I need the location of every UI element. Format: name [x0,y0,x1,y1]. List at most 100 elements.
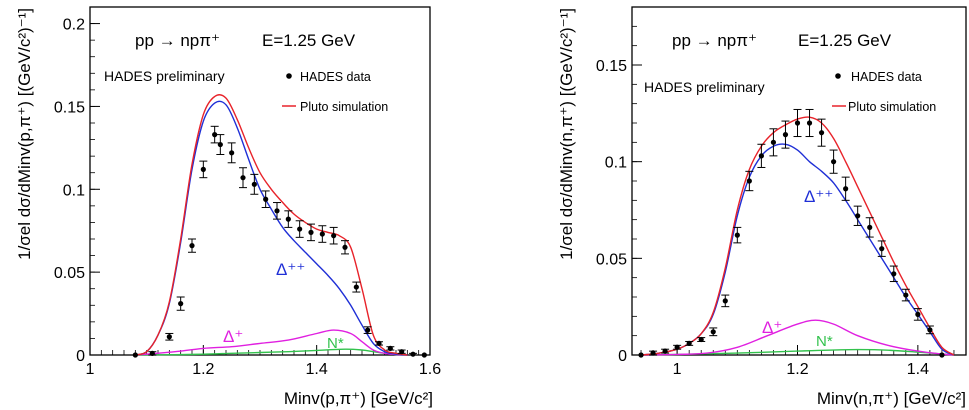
label-nstar: N* [327,335,344,352]
data-points [638,108,945,358]
curve-total [640,116,955,356]
legend-sim-label: Pluto simulation [300,100,388,114]
preliminary-label: HADES preliminary [644,79,765,95]
data-point [770,139,777,145]
y-tick-label: 0 [76,348,85,365]
data-point [217,141,223,148]
x-tick-label: 1.4 [306,361,328,378]
data-point [662,348,668,354]
data-point [319,231,325,237]
curve-delta-pp [135,100,408,356]
data-point [686,340,692,346]
label-delta-pp: Δ⁺⁺ [276,260,305,279]
legend-data-marker [835,73,841,79]
label-delta-p: Δ⁺ [223,327,243,346]
x-axis-label: Minv(n,π⁺) [GeV/c²] [817,389,966,408]
curves [135,94,408,356]
data-point [903,292,909,298]
y-axis-label: 1/σel dσ/dMinv(n,π⁺) [(GeV/c²)⁻¹] [557,8,576,260]
curve-delta-p [135,329,408,356]
data-point [722,298,728,304]
x-tick-label: 1 [86,361,95,378]
y-tick-label: 0.1 [605,155,627,172]
plot-frame [89,6,431,356]
data-point [166,334,172,340]
data-point [891,271,897,277]
data-point [308,229,314,235]
energy-label: E=1.25 GeV [798,31,892,50]
y-axis-label: 1/σel dσ/dMinv(p,π⁺) [(GeV/c²)⁻¹] [15,8,34,260]
x-tick-label: 1 [673,361,682,378]
data-point [285,216,291,222]
data-point [229,150,235,156]
x-tick-label: 1.4 [907,361,929,378]
energy-label: E=1.25 GeV [262,31,356,50]
y-tick-label: 0.2 [63,17,85,34]
label-nstar: N* [816,333,833,350]
data-point [915,311,921,317]
curve-total [135,94,408,356]
label-delta-p: Δ⁺ [762,318,782,337]
data-point [274,208,280,214]
data-point [794,120,801,126]
data-point [758,153,764,159]
data-point [178,301,184,307]
x-tick-label: 1.6 [419,361,441,378]
data-point [342,244,348,250]
data-point [421,352,427,358]
data-point [698,336,704,343]
y-tick-label: 0.1 [63,182,85,199]
data-point [212,132,218,138]
legend-data-label: HADES data [851,70,922,84]
data-point [782,132,789,138]
reaction-label: pp → npπ⁺ [672,31,757,50]
x-axis-label: Minv(p,π⁺) [GeV/c²] [284,389,433,408]
data-point [650,350,656,356]
data-point [365,327,371,333]
data-point [399,349,405,355]
data-point [200,166,206,172]
data-point [855,213,861,219]
data-point [297,226,303,232]
curve-delta-p [640,319,955,356]
data-point [376,340,382,346]
panel-p-pi: 1 1.2 1.4 1.6 0 0.05 0.1 0.15 0.2 pp → npπ⁺ E=1.… [15,6,441,408]
label-delta-pp: Δ⁺⁺ [804,187,833,206]
y-tick-label: 0.05 [596,251,627,268]
data-point [240,175,246,181]
data-point [149,350,155,356]
y-tick-label: 0 [618,348,627,365]
data-point [867,224,873,230]
data-point [843,186,849,192]
data-point [410,351,416,357]
x-tick-label: 1.2 [786,361,808,378]
x-tick-label: 1.2 [192,361,214,378]
curve-delta-pp [640,143,955,356]
data-points [132,125,427,358]
y-tick-label: 0.15 [54,99,85,116]
data-point [331,233,337,239]
legend-sim-label: Pluto simulation [848,100,936,114]
data-point [263,196,269,202]
data-point [939,352,945,358]
legend-data-marker [286,73,292,79]
preliminary-label: HADES preliminary [104,68,225,84]
y-tick-label: 0.05 [54,265,85,282]
data-point [710,329,716,335]
data-point [189,243,195,249]
y-tick-label: 0.15 [596,58,627,75]
data-point [387,345,393,351]
ticks: 1 1.2 1.4 1.6 0 0.05 0.1 0.15 0.2 [54,6,441,378]
data-point [806,120,813,126]
data-point [818,130,825,136]
data-point [132,352,138,358]
data-point [734,232,740,238]
data-point [353,284,359,290]
legend-data-label: HADES data [300,70,371,84]
data-point [879,246,885,252]
data-point [638,352,644,358]
data-point [674,344,680,350]
data-point [251,181,257,187]
data-point [746,178,752,184]
